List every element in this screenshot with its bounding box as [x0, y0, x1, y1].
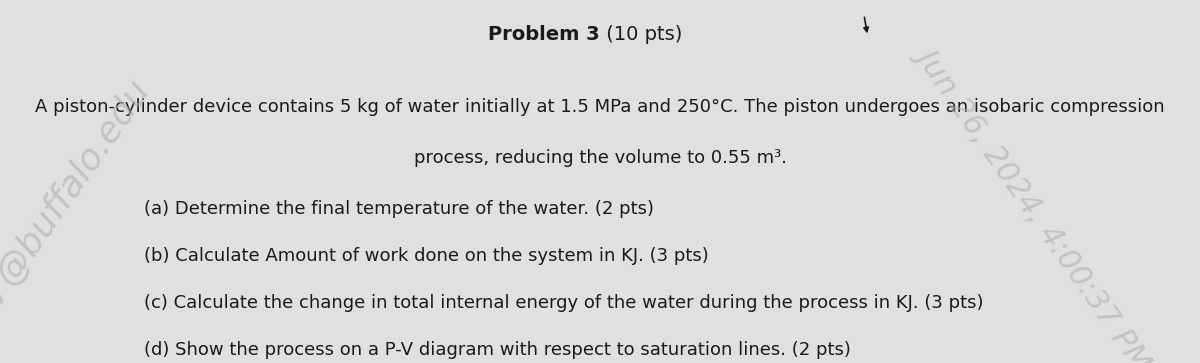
Text: Jun 26, 2024, 4:00:37 PM EDT: Jun 26, 2024, 4:00:37 PM EDT: [913, 41, 1199, 363]
Text: 77@buffalo.edu: 77@buffalo.edu: [0, 72, 156, 327]
Text: (a) Determine the final temperature of the water. (2 pts): (a) Determine the final temperature of t…: [144, 200, 654, 218]
Text: (10 pts): (10 pts): [600, 25, 683, 44]
Text: (d) Show the process on a P-V diagram with respect to saturation lines. (2 pts): (d) Show the process on a P-V diagram wi…: [144, 341, 851, 359]
Text: A piston-cylinder device contains 5 kg of water initially at 1.5 MPa and 250°C. : A piston-cylinder device contains 5 kg o…: [35, 98, 1165, 116]
Text: Problem 3: Problem 3: [488, 25, 600, 44]
Text: (c) Calculate the change in total internal energy of the water during the proces: (c) Calculate the change in total intern…: [144, 294, 984, 312]
Text: process, reducing the volume to 0.55 m³.: process, reducing the volume to 0.55 m³.: [414, 149, 786, 167]
Text: (b) Calculate Amount of work done on the system in KJ. (3 pts): (b) Calculate Amount of work done on the…: [144, 247, 709, 265]
